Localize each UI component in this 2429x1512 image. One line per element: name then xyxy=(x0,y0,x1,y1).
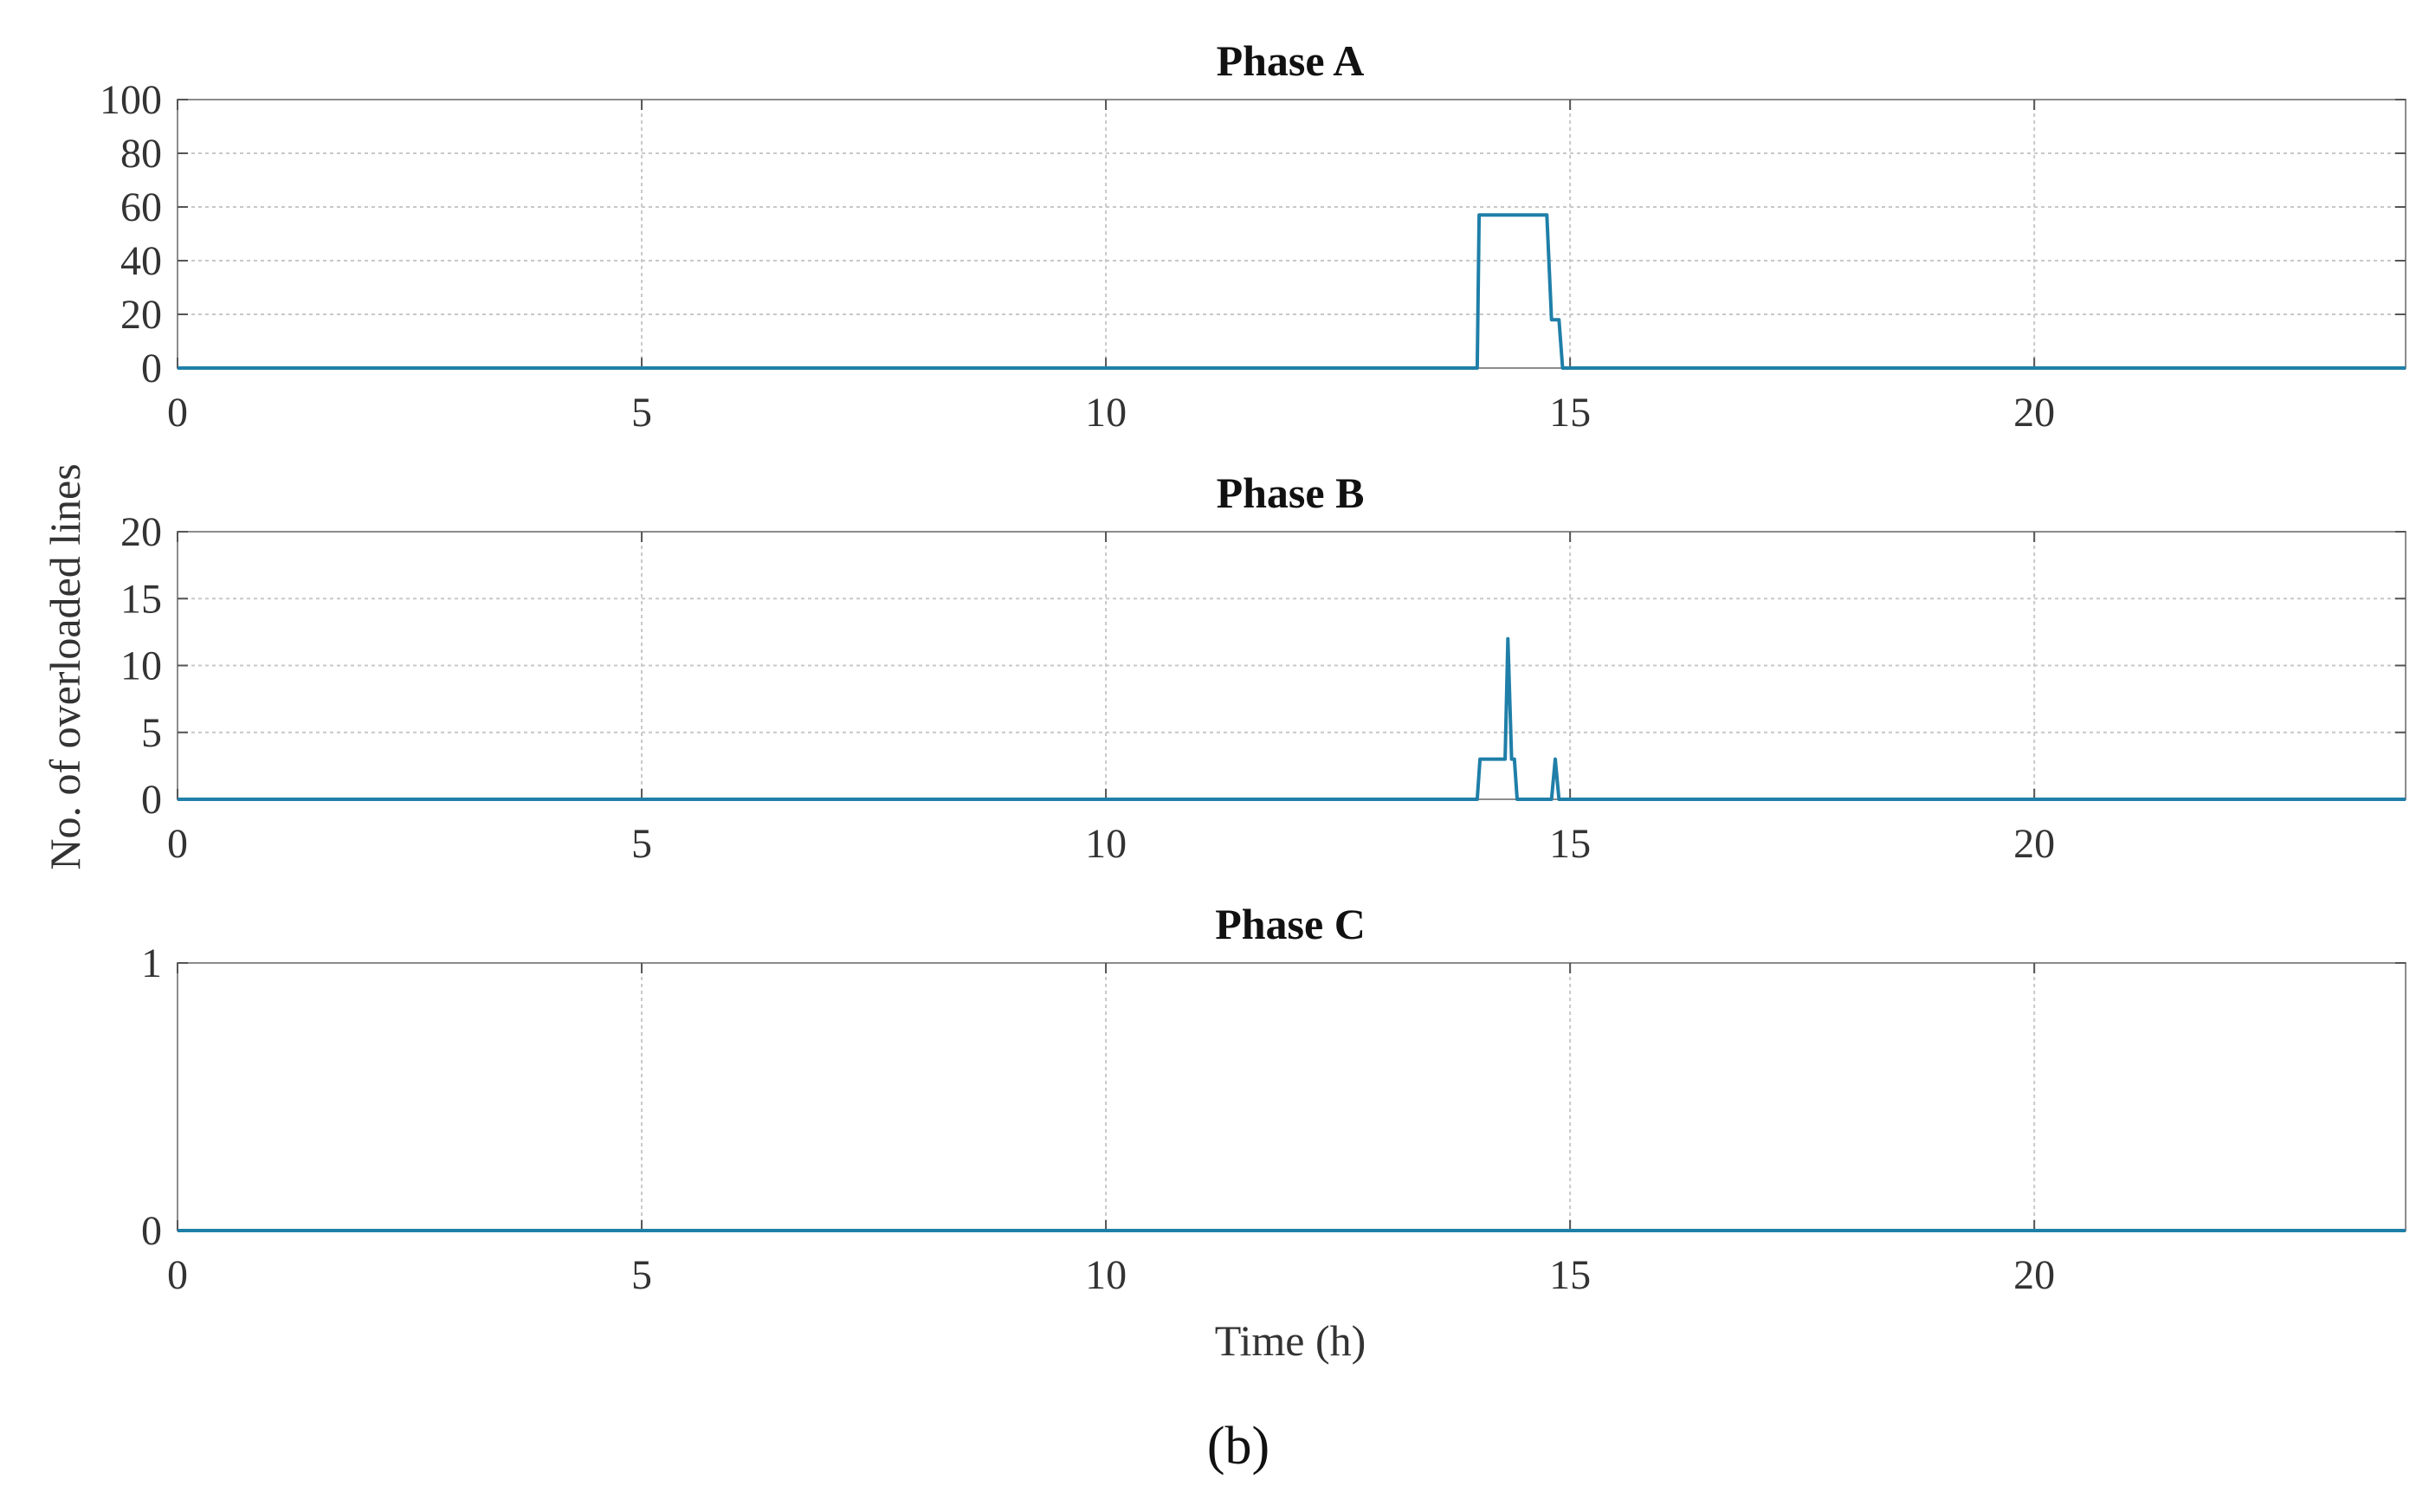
y-axis-label: No. of overloaded lines xyxy=(41,463,89,869)
x-tick-label: 20 xyxy=(2013,821,2055,867)
x-axis-label: Time (h) xyxy=(1215,1316,1366,1365)
x-tick-label: 10 xyxy=(1085,1252,1127,1298)
panel-3: 0 5 10 15 20 0 1 Phase C xyxy=(141,900,2406,1298)
series-line xyxy=(178,213,2406,370)
y-tick-label: 20 xyxy=(120,292,162,338)
x-tick-label: 15 xyxy=(1549,390,1591,436)
y-tick-label: 0 xyxy=(141,1208,162,1254)
y-tick-label: 100 xyxy=(100,77,162,123)
figure-label: (b) xyxy=(1207,1417,1269,1476)
series-line xyxy=(178,636,2406,801)
y-tick-label: 1 xyxy=(141,940,162,986)
x-tick-label: 5 xyxy=(631,1252,652,1298)
y-tick-label: 60 xyxy=(120,184,162,230)
x-tick-label: 20 xyxy=(2013,390,2055,436)
y-tick-label: 0 xyxy=(141,346,162,391)
x-tick-label: 0 xyxy=(167,1252,188,1298)
x-tick-label: 5 xyxy=(631,390,652,436)
y-tick-label: 0 xyxy=(141,777,162,823)
plot-frame xyxy=(177,99,2406,369)
panel-title: Phase A xyxy=(1217,36,1365,85)
panel-1: 0 5 10 15 20 0 20 40 60 80 100 Phase A xyxy=(100,36,2406,436)
x-tick-label: 0 xyxy=(167,390,188,436)
panel-2: 0 5 10 15 20 0 5 10 15 20 Phase B xyxy=(120,468,2406,867)
x-tick-label: 20 xyxy=(2013,1252,2055,1298)
y-tick-label: 20 xyxy=(120,509,162,555)
x-tick-label: 10 xyxy=(1085,390,1127,436)
x-tick-label: 15 xyxy=(1549,1252,1591,1298)
y-tick-label: 5 xyxy=(141,710,162,756)
y-tick-label: 40 xyxy=(120,238,162,284)
panel-title: Phase B xyxy=(1217,468,1365,517)
x-tick-label: 0 xyxy=(167,821,188,867)
x-tick-label: 15 xyxy=(1549,821,1591,867)
y-tick-label: 15 xyxy=(120,576,162,622)
y-tick-label: 10 xyxy=(120,643,162,689)
x-tick-label: 5 xyxy=(631,821,652,867)
plot-frame xyxy=(177,962,2406,1231)
y-tick-label: 80 xyxy=(120,131,162,177)
panel-title: Phase C xyxy=(1215,900,1366,948)
x-tick-label: 10 xyxy=(1085,821,1127,867)
